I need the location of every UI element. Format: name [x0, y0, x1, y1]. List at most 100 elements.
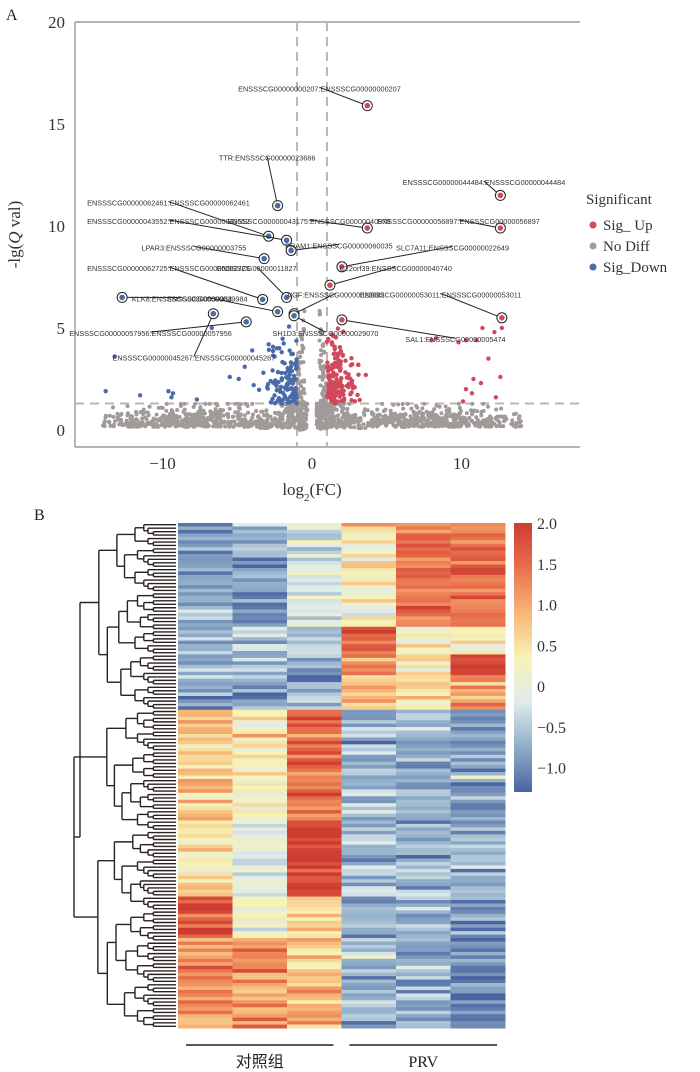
colorbar-tick-label: 1.0: [537, 598, 557, 615]
heatmap-cell: [287, 675, 342, 680]
data-point: [208, 409, 213, 414]
heatmap-cell: [178, 588, 233, 593]
heatmap-cell: [287, 962, 342, 967]
heatmap-cell: [287, 699, 342, 704]
heatmap-cell: [287, 799, 342, 804]
heatmap-cell: [287, 879, 342, 884]
data-point: [452, 415, 457, 420]
heatmap-cell: [287, 775, 342, 780]
heatmap-cell: [287, 758, 342, 763]
heatmap-cell: [232, 817, 288, 821]
data-point: [396, 402, 401, 407]
heatmap-cell: [396, 713, 451, 718]
data-point: [270, 368, 275, 373]
heatmap-cell: [178, 529, 233, 534]
data-point: [182, 407, 187, 412]
heatmap-cell: [450, 592, 506, 597]
data-point: [206, 415, 211, 420]
heatmap-cell: [232, 996, 288, 1001]
heatmap-cell: [450, 529, 506, 534]
heatmap-cell: [178, 602, 233, 607]
heatmap-cell: [232, 709, 288, 714]
heatmap-cell: [450, 644, 506, 649]
heatmap-cell: [341, 716, 397, 721]
highlighted-point: [265, 233, 272, 239]
heatmap-cell: [178, 799, 233, 804]
heatmap-cell: [232, 730, 288, 735]
heatmap-cell: [232, 744, 288, 749]
heatmap-cell: [287, 837, 342, 842]
data-point: [299, 334, 304, 339]
heatmap-cell: [232, 581, 288, 586]
heatmap-cell: [232, 564, 288, 569]
heatmap-cell: [396, 612, 451, 617]
heatmap-cell: [341, 817, 397, 821]
data-point: [386, 416, 391, 421]
data-point: [478, 380, 484, 386]
heatmap-cell: [287, 882, 342, 887]
data-point: [258, 425, 263, 430]
heatmap-cell: [341, 599, 397, 604]
heatmap-cell: [396, 699, 451, 704]
heatmap-cell: [450, 706, 506, 711]
heatmap-cell: [287, 938, 342, 943]
heatmap-cell: [232, 865, 288, 870]
heatmap-cell: [232, 1021, 288, 1026]
heatmap-cell: [341, 761, 397, 766]
heatmap-cell: [450, 761, 506, 766]
data-point: [284, 409, 289, 414]
data-point: [143, 415, 148, 420]
data-point: [498, 374, 503, 380]
data-point: [295, 425, 300, 430]
data-point: [292, 397, 297, 403]
data-point: [198, 422, 203, 427]
heatmap-cell: [396, 585, 451, 590]
data-point: [151, 418, 156, 423]
heatmap-cell: [232, 772, 288, 776]
heatmap-cell: [450, 550, 506, 555]
heatmap-cell: [178, 889, 233, 894]
heatmap-cell: [341, 910, 397, 915]
data-point: [460, 399, 466, 404]
heatmap-cell: [287, 623, 342, 628]
data-point: [293, 366, 299, 372]
heatmap-cell: [287, 633, 342, 638]
gene-label: TTR:ENSSSCG00000023686: [219, 154, 316, 163]
heatmap-cell: [287, 844, 342, 849]
heatmap-cell: [287, 778, 342, 783]
heatmap-cell: [396, 671, 451, 676]
data-point: [156, 418, 161, 423]
data-point: [102, 424, 107, 429]
data-point: [340, 415, 345, 420]
highlighted-point: [259, 296, 266, 303]
data-point: [103, 389, 108, 394]
heatmap-cell: [287, 689, 342, 693]
heatmap-cell: [232, 574, 288, 579]
heatmap-cell: [178, 606, 233, 610]
heatmap-cell: [232, 644, 288, 649]
data-point: [321, 389, 326, 394]
data-point: [405, 401, 410, 406]
heatmap-cell: [450, 844, 506, 849]
data-point: [286, 324, 292, 329]
heatmap-cell: [287, 906, 342, 911]
data-point: [324, 394, 330, 399]
heatmap-cell: [396, 751, 451, 756]
heatmap-cell: [341, 882, 397, 887]
heatmap-cell: [450, 744, 506, 749]
data-point: [284, 384, 289, 389]
data-point: [128, 413, 133, 418]
heatmap-cell: [450, 574, 506, 579]
gene-label: ENSSSCG00000011827: [217, 264, 297, 273]
data-point: [231, 424, 236, 429]
data-point: [330, 409, 335, 414]
heatmap-cell: [178, 685, 233, 690]
data-point: [285, 418, 290, 423]
heatmap-cell: [450, 965, 506, 970]
highlighted-point: [119, 294, 125, 301]
heatmap-cell: [396, 609, 451, 614]
heatmap-cell: [232, 924, 288, 929]
heatmap-cell: [287, 733, 342, 738]
data-point: [436, 424, 441, 429]
heatmap-cell: [178, 983, 233, 987]
